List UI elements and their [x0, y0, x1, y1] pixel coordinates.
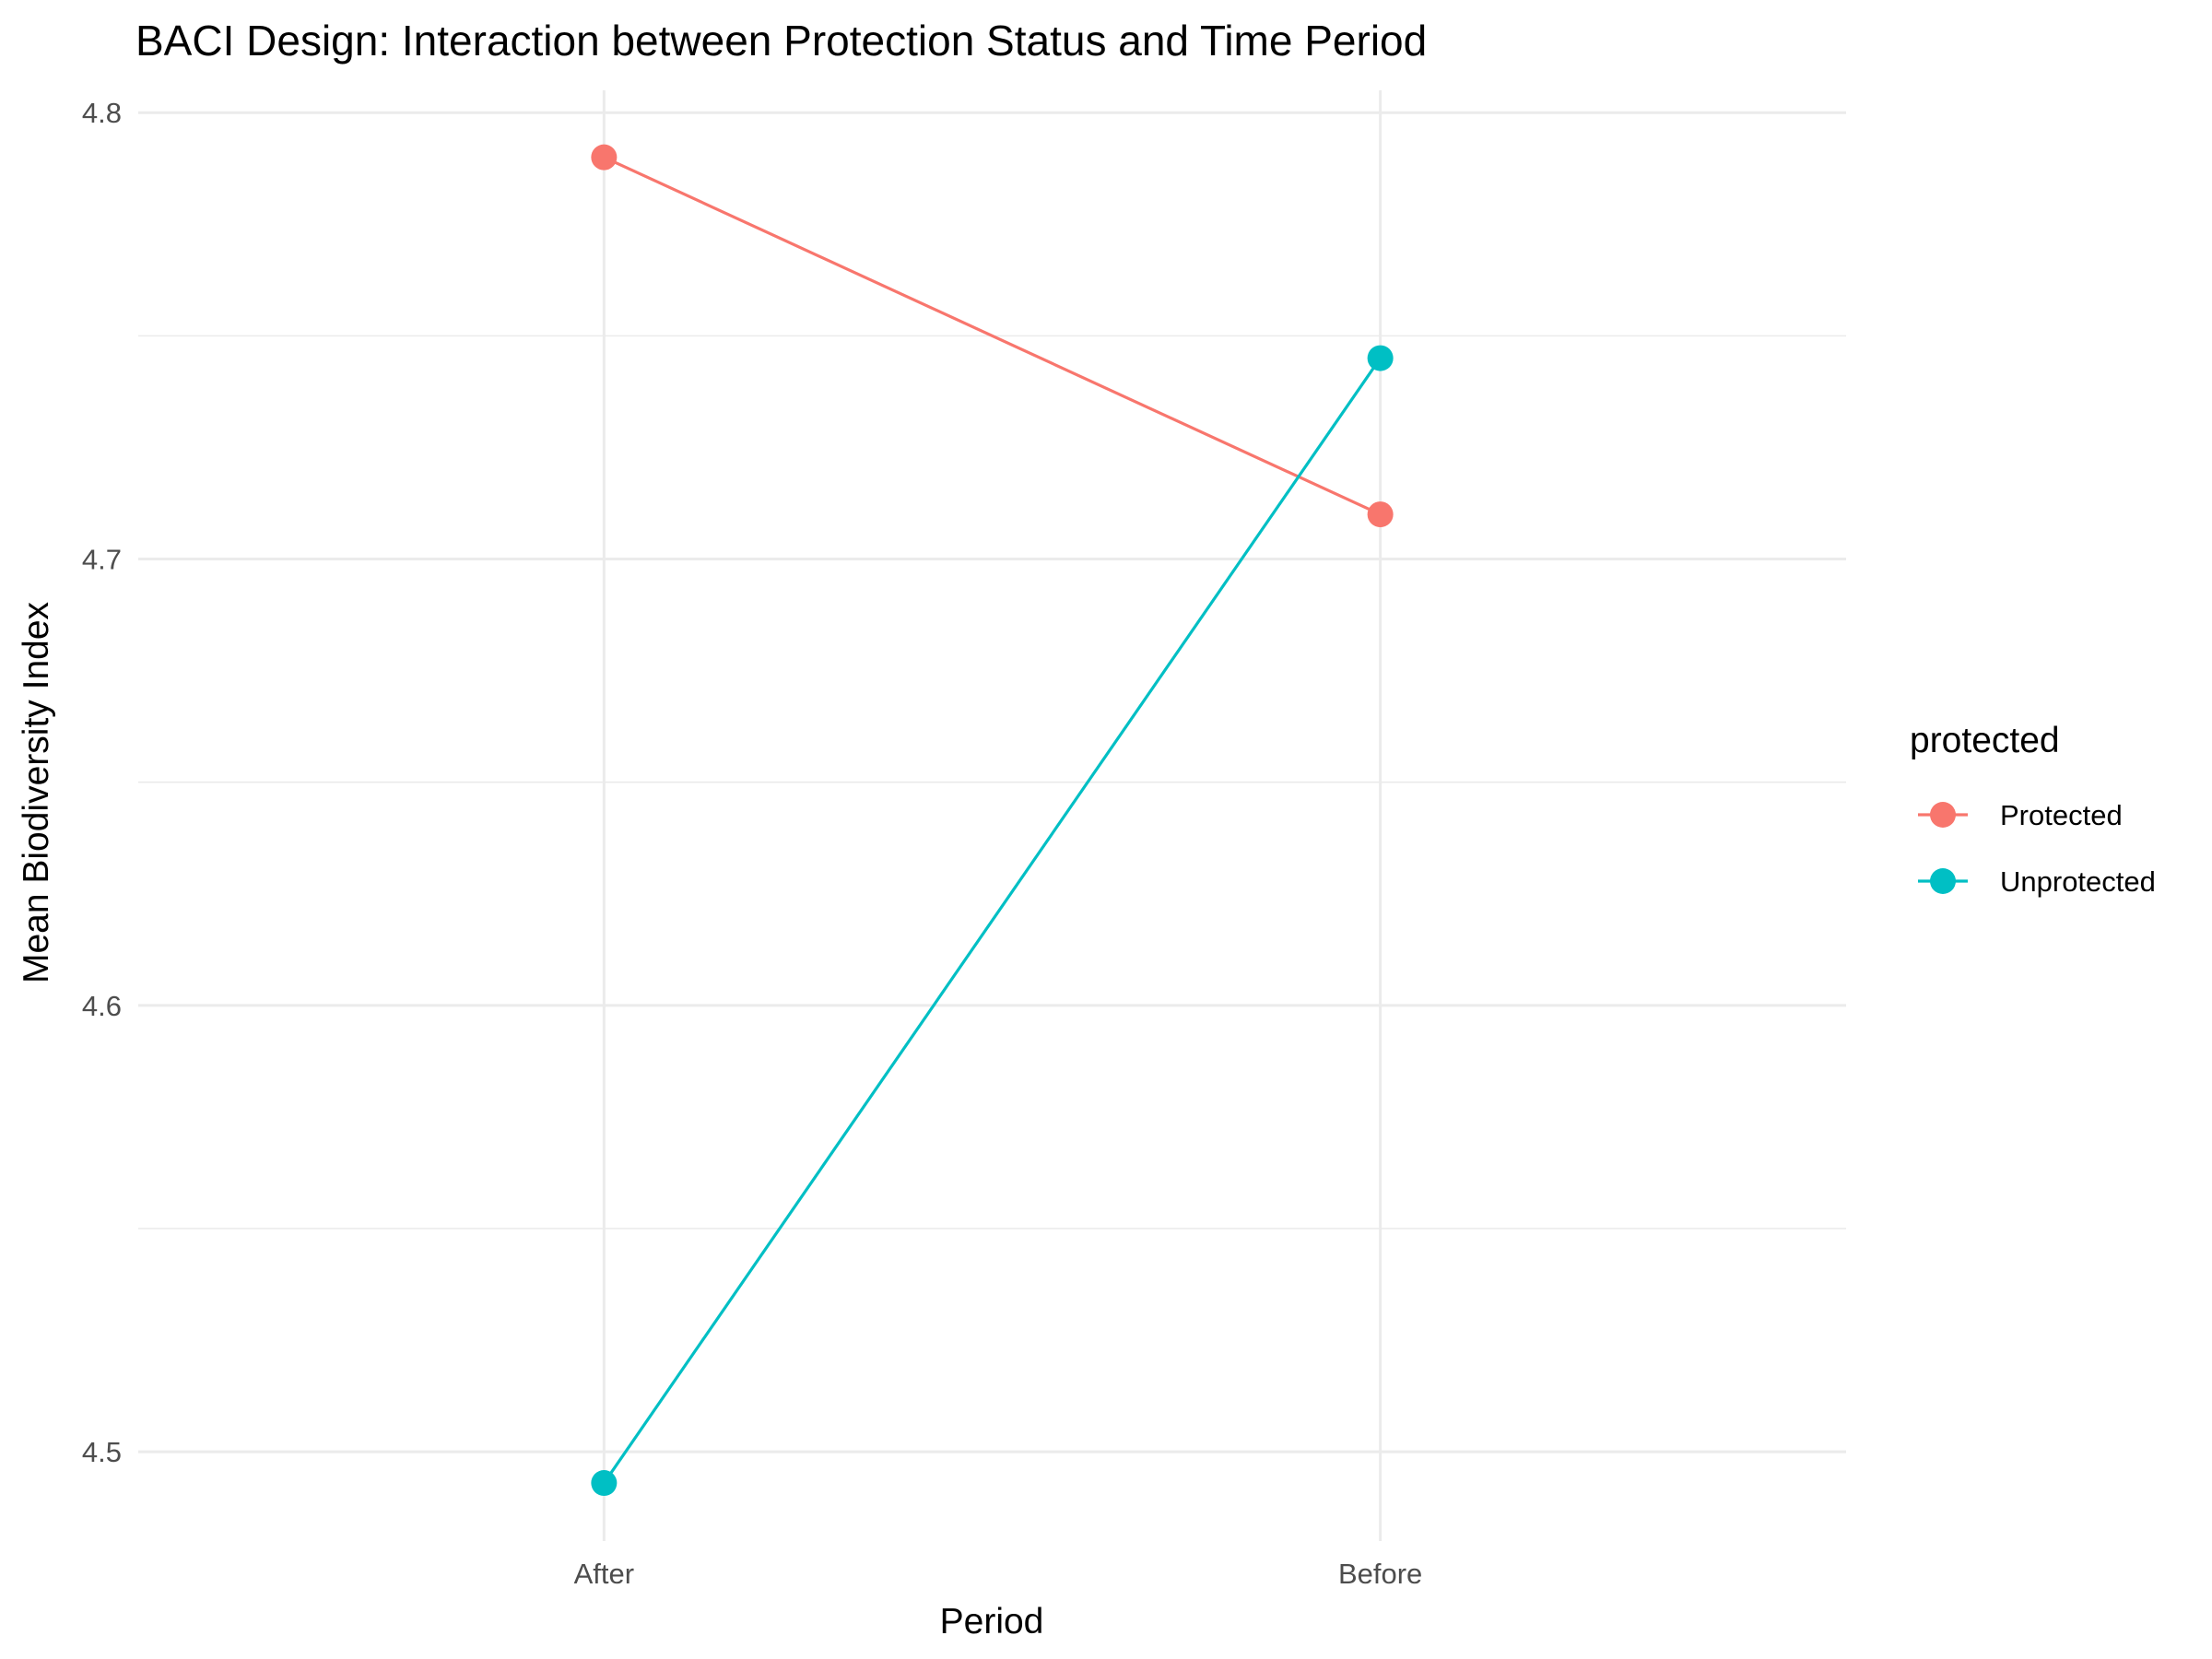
legend-key-point: [1930, 802, 1956, 828]
x-axis-title: Period: [940, 1602, 1044, 1641]
y-tick-label: 4.6: [82, 990, 122, 1022]
data-point: [591, 1470, 618, 1497]
legend-label: Unprotected: [2000, 865, 2156, 898]
legend-items: Protected Unprotected: [1918, 799, 2156, 898]
y-axis-title: Mean Biodiversity Index: [17, 601, 56, 983]
legend-item: Unprotected: [1918, 865, 2156, 898]
data-point: [1367, 501, 1394, 528]
y-tick-label: 4.5: [82, 1436, 122, 1468]
y-tick-label: 4.8: [82, 97, 122, 129]
data-point: [1367, 345, 1394, 371]
series-layer: [591, 144, 1394, 1497]
legend-key-point: [1930, 868, 1956, 894]
y-tick-labels: 4.5 4.6 4.7 4.8: [82, 97, 122, 1468]
x-tick-label: After: [574, 1558, 634, 1590]
series-protected: [591, 144, 1394, 528]
legend-title: protected: [1910, 721, 2060, 760]
series-line: [603, 357, 1382, 1484]
y-tick-label: 4.7: [82, 544, 122, 576]
legend-label: Protected: [2000, 799, 2123, 831]
series-line: [603, 156, 1382, 516]
legend: protected Protected Unprotected: [1910, 721, 2156, 898]
series-unprotected: [591, 345, 1394, 1497]
x-tick-label: Before: [1338, 1558, 1422, 1590]
data-point: [591, 144, 618, 171]
chart-title: BACI Design: Interaction between Protect…: [135, 17, 1427, 65]
x-tick-labels: After Before: [574, 1558, 1423, 1590]
legend-item: Protected: [1918, 799, 2123, 831]
grid: [138, 90, 1846, 1541]
